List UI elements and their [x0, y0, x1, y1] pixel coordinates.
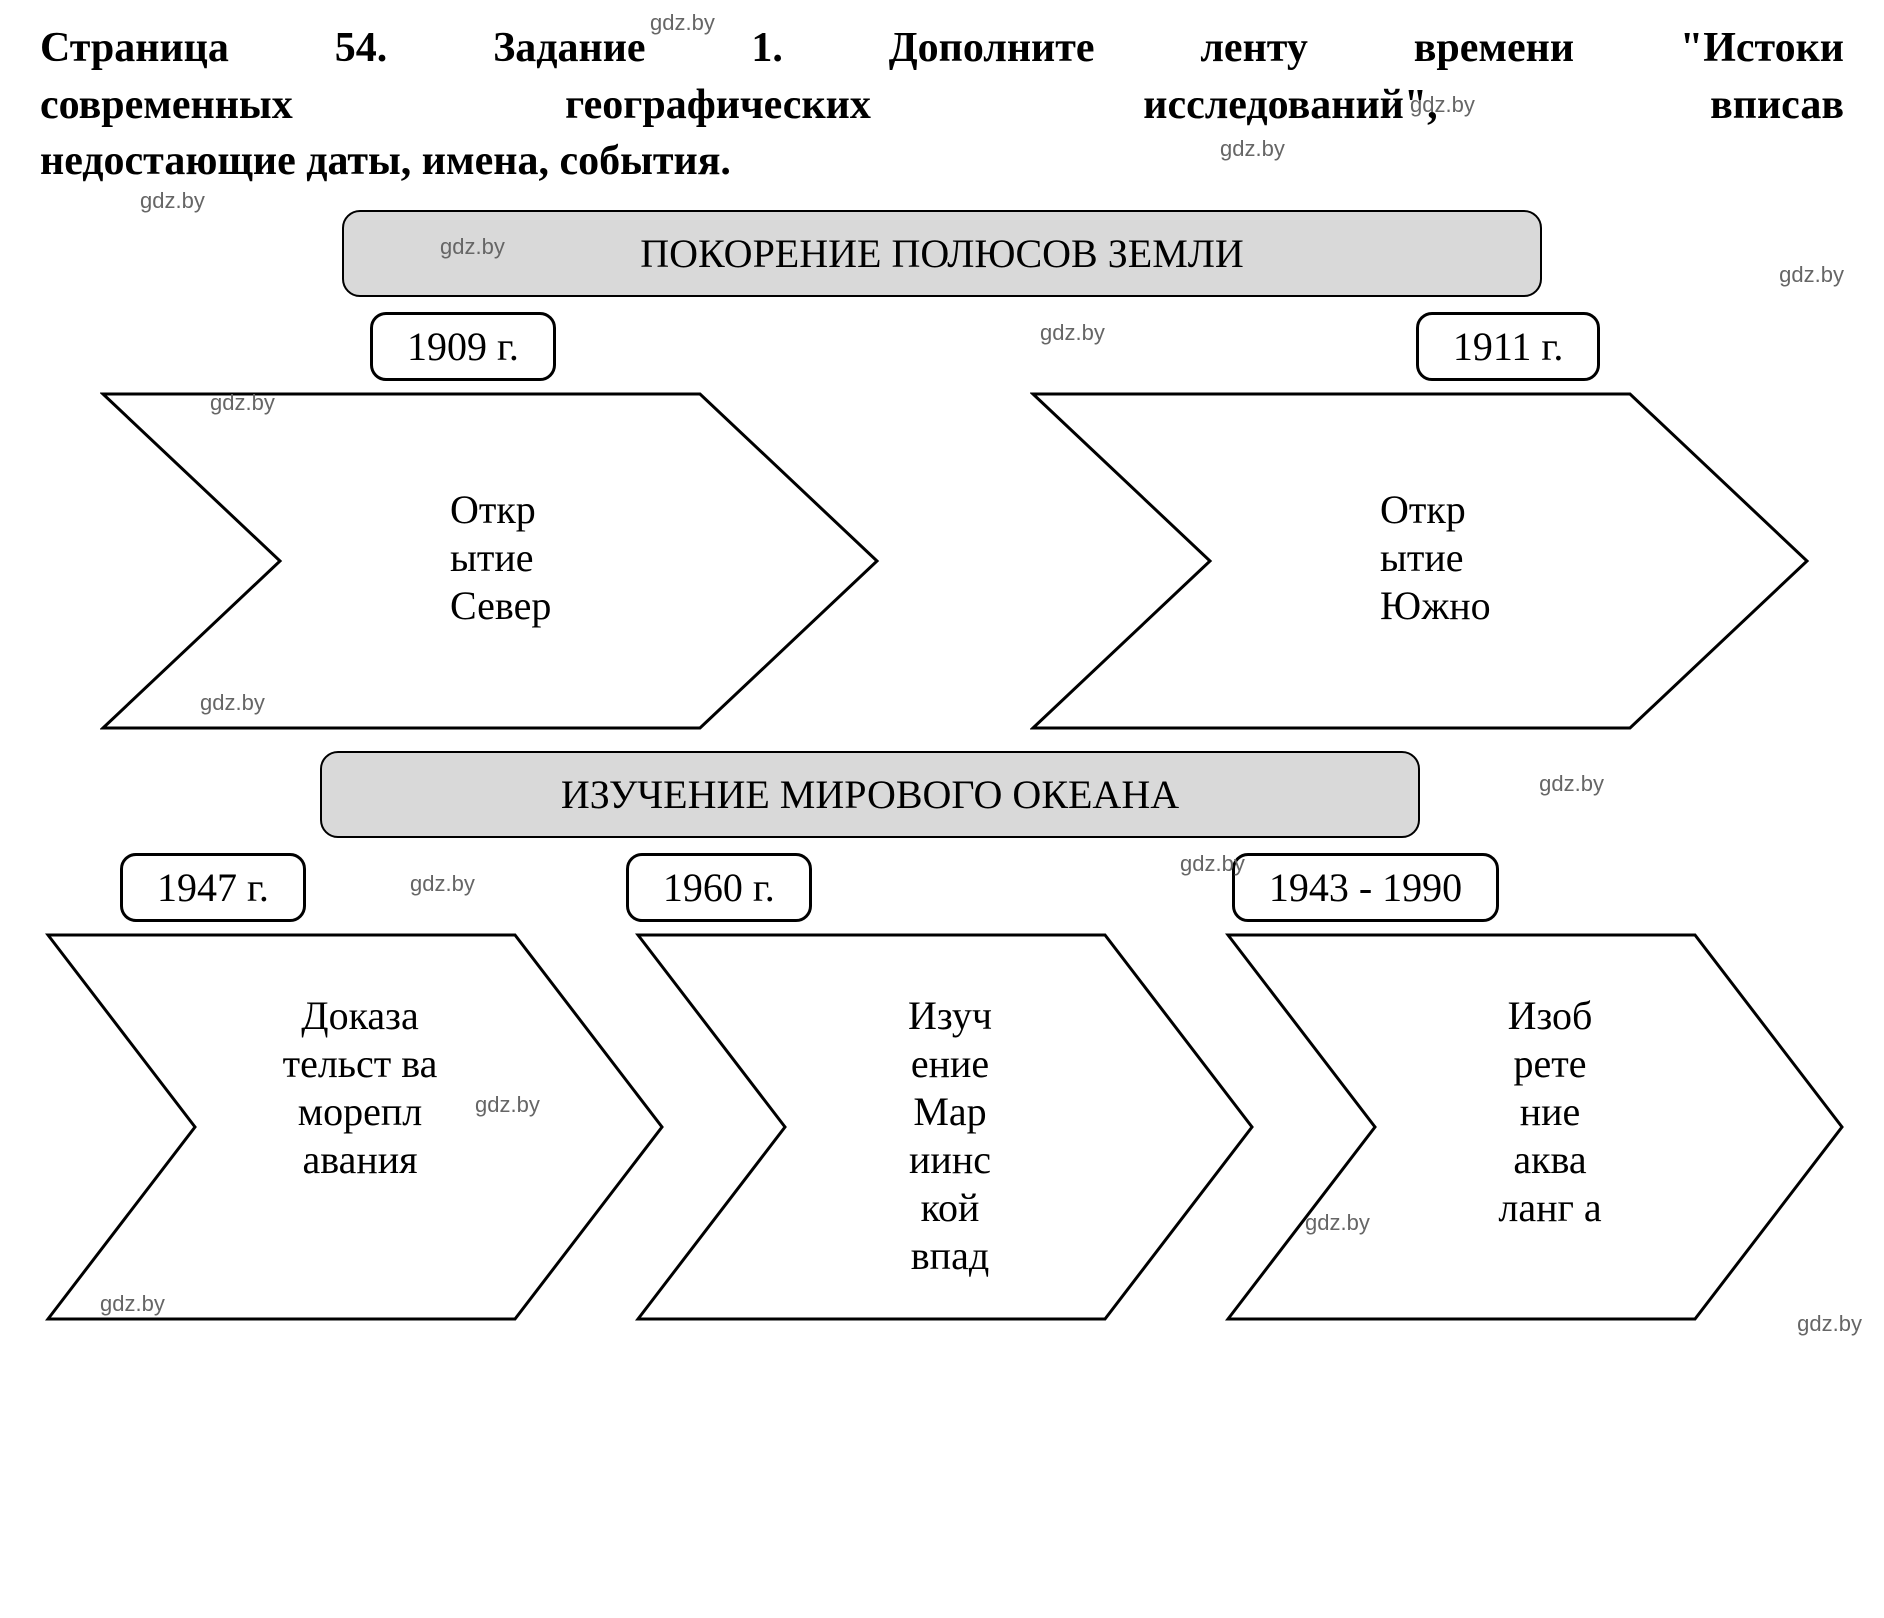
section-1-dates: 1909 г. 1911 г. [40, 312, 1844, 381]
watermark: gdz.by [475, 1092, 540, 1118]
arrow-item: Откр ытие Север [100, 391, 880, 736]
date-box: 1911 г. [1416, 312, 1600, 381]
watermark: gdz.by [1797, 1311, 1862, 1337]
watermark: gdz.by [1220, 136, 1285, 162]
watermark: gdz.by [200, 690, 265, 716]
section-2-banner: ИЗУЧЕНИЕ МИРОВОГО ОКЕАНА [320, 751, 1420, 838]
task-heading: Страница 54. Задание 1. Дополните ленту … [40, 20, 1844, 190]
watermark: gdz.by [440, 234, 505, 260]
watermark: gdz.by [1040, 320, 1105, 346]
watermark: gdz.by [1779, 262, 1844, 288]
arrow-text: Откр ытие Южно [1380, 486, 1540, 630]
heading-line-1: Страница 54. Задание 1. Дополните ленту … [40, 20, 1844, 77]
watermark: gdz.by [1539, 771, 1604, 797]
watermark: gdz.by [650, 10, 715, 36]
watermark: gdz.by [100, 1291, 165, 1317]
watermark: gdz.by [1305, 1210, 1370, 1236]
date-box: 1943 - 1990 [1232, 853, 1499, 922]
page-container: gdz.by gdz.by gdz.by gdz.by Страница 54.… [40, 20, 1844, 1327]
heading-line-3: недостающие даты, имена, события. [40, 133, 1844, 190]
watermark: gdz.by [210, 390, 275, 416]
section-2: gdz.by ИЗУЧЕНИЕ МИРОВОГО ОКЕАНА gdz.by 1… [40, 751, 1844, 1327]
date-box: 1960 г. [626, 853, 812, 922]
section-2-dates: 1947 г. 1960 г. 1943 - 1990 [40, 853, 1844, 922]
heading-line-2: современных географических исследований"… [40, 77, 1844, 134]
section-1-arrows: Откр ытие Север Откр ытие Южно [40, 391, 1844, 736]
watermark: gdz.by [1410, 92, 1475, 118]
date-box: 1947 г. [120, 853, 306, 922]
arrow-text: Изоб рете ние аква ланг а [1485, 992, 1615, 1232]
watermark: gdz.by [1180, 851, 1245, 877]
watermark: gdz.by [140, 188, 205, 214]
section-2-arrows: Доказа тельст ва морепл авания gdz.by Из… [40, 932, 1844, 1327]
arrow-text: Изуч ение Мар иинс кой впад [885, 992, 1015, 1280]
arrow-item: Изуч ение Мар иинс кой впад [635, 932, 1255, 1327]
arrow-item: Откр ытие Южно [1030, 391, 1810, 736]
arrow-text: Откр ытие Север [450, 486, 610, 630]
arrow-item: Доказа тельст ва морепл авания gdz.by [45, 932, 665, 1327]
watermark: gdz.by [410, 871, 475, 897]
section-1-banner: ПОКОРЕНИЕ ПОЛЮСОВ ЗЕМЛИ [342, 210, 1542, 297]
section-1: gdz.by gdz.by ПОКОРЕНИЕ ПОЛЮСОВ ЗЕМЛИ 19… [40, 210, 1844, 736]
arrow-item: Изоб рете ние аква ланг а gdz.by [1225, 932, 1845, 1327]
arrow-text: Доказа тельст ва морепл авания [275, 992, 445, 1184]
date-box: 1909 г. [370, 312, 556, 381]
